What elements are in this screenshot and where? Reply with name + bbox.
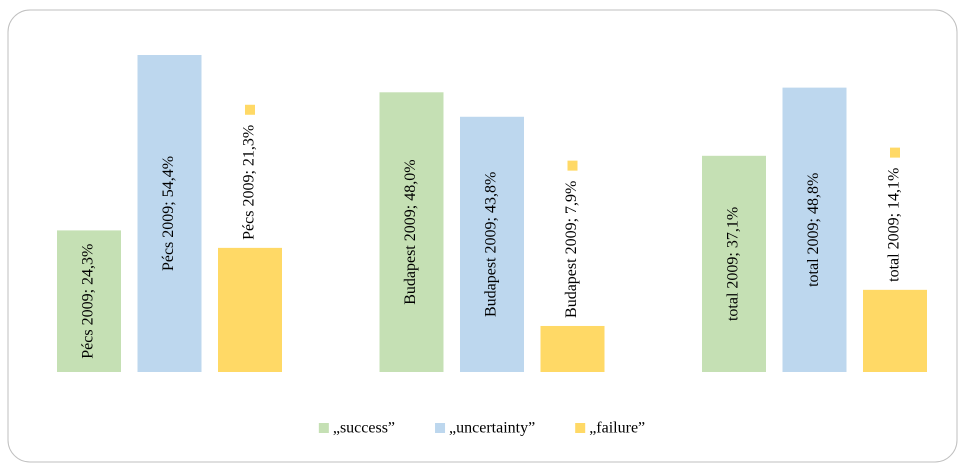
legend-swatch — [435, 423, 446, 433]
bar — [782, 87, 847, 372]
data-label: Pécs 2009; 24,3% — [80, 244, 97, 359]
data-label: Budapest 2009; 48,0% — [402, 159, 419, 304]
legend-item: „uncertainty” — [435, 420, 535, 437]
plot-area: Pécs 2009; 24,3% Pécs 2009; 54,4% Pécs 200… — [57, 55, 927, 373]
bar — [460, 116, 524, 373]
data-label-key — [245, 104, 255, 115]
bar — [540, 325, 605, 372]
data-label-key — [890, 147, 900, 158]
legend-swatch — [575, 423, 586, 433]
data-label: total 2009; 14,1% — [886, 168, 903, 282]
legend: „success” „uncertainty” „failure” — [318, 420, 645, 437]
bar — [218, 247, 282, 372]
bar — [702, 155, 766, 372]
data-label: total 2009; 37,1% — [725, 207, 742, 321]
data-label-key — [567, 160, 578, 171]
legend-label: „success” — [333, 420, 395, 437]
bar — [137, 55, 202, 372]
bar — [57, 230, 121, 372]
bar — [379, 92, 444, 372]
data-label: Budapest 2009; 7,9% — [563, 181, 580, 318]
data-label: Pécs 2009; 54,4% — [160, 156, 177, 271]
bar — [863, 289, 927, 372]
legend-item: „success” — [318, 420, 395, 437]
legend-label: „failure” — [589, 420, 645, 437]
legend-swatch — [318, 423, 329, 433]
legend-item: „failure” — [575, 420, 645, 437]
data-label: Budapest 2009; 43,8% — [483, 172, 500, 317]
data-label: total 2009; 48,8% — [805, 173, 822, 287]
legend-label: „uncertainty” — [449, 420, 535, 437]
data-label: Pécs 2009; 21,3% — [241, 125, 258, 240]
